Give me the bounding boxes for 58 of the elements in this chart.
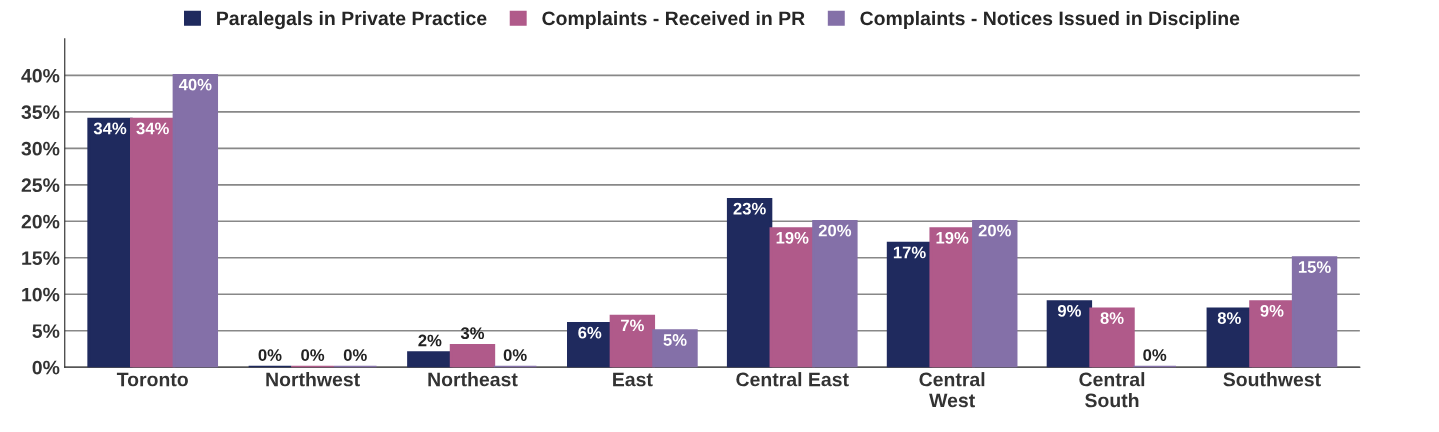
legend-label: Paralegals in Private Practice	[217, 10, 487, 30]
bar	[1249, 300, 1295, 368]
y-tick-label: 40%	[21, 68, 60, 83]
legend-label: Complaints - Notices Issued in Discipline	[860, 10, 1240, 30]
y-tick-label: 35%	[21, 105, 60, 120]
x-tick-label: Northeast	[428, 372, 518, 387]
x-tick-label: Southwest	[1223, 372, 1321, 387]
data-label: 2%	[418, 334, 442, 347]
data-label: 40%	[178, 78, 212, 91]
data-label: 34%	[93, 122, 127, 135]
y-tick-label: 0%	[32, 360, 60, 375]
bar	[449, 343, 496, 368]
data-label: 19%	[936, 231, 969, 244]
data-label: 6%	[578, 326, 602, 339]
bar	[726, 198, 773, 368]
bar	[129, 117, 176, 368]
x-tick-label: East	[613, 372, 653, 387]
bar	[87, 117, 133, 368]
data-label: 0%	[258, 349, 282, 361]
data-label: 0%	[503, 349, 527, 361]
data-label: 34%	[136, 122, 169, 135]
y-tick-label: 15%	[22, 251, 60, 265]
data-label: 8%	[1100, 312, 1124, 324]
data-label: 15%	[1298, 261, 1331, 273]
y-tick-label: 30%	[21, 141, 60, 156]
data-label: 7%	[621, 319, 644, 332]
legend-label: Complaints - Received in PR	[542, 10, 805, 30]
bar	[812, 219, 858, 368]
data-label: 8%	[1217, 312, 1241, 324]
data-label: 9%	[1260, 304, 1284, 317]
x-tick-label: Central East	[736, 372, 849, 387]
bar	[172, 73, 219, 368]
x-tick-label: Toronto	[116, 372, 188, 387]
y-tick-label: 20%	[21, 214, 60, 229]
x-tick-label: Northwest	[266, 372, 360, 387]
data-label: 3%	[460, 327, 485, 340]
data-label: 0%	[301, 349, 325, 361]
data-label: 20%	[978, 224, 1012, 237]
data-label: 0%	[343, 349, 367, 361]
data-label: 23%	[733, 202, 766, 215]
y-tick-label: 25%	[21, 178, 60, 193]
y-tick-label: 10%	[22, 287, 60, 302]
bar	[929, 227, 975, 368]
y-tick-label: 5%	[32, 324, 60, 338]
data-label: 5%	[663, 334, 687, 346]
data-label: 17%	[893, 246, 926, 259]
data-label: 9%	[1057, 304, 1081, 317]
data-label: 0%	[1143, 349, 1167, 361]
bar	[1291, 256, 1338, 368]
x-tick-label: Central West	[919, 372, 985, 408]
bar	[1089, 307, 1135, 368]
x-tick-label: Central South	[1079, 372, 1145, 408]
data-label: 20%	[818, 224, 852, 237]
bar	[407, 351, 453, 368]
bar	[769, 227, 815, 368]
bar	[972, 219, 1018, 368]
data-label: 19%	[776, 231, 809, 244]
bar	[652, 329, 698, 368]
